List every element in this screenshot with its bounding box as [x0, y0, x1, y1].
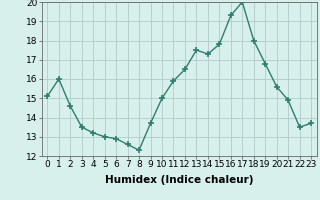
X-axis label: Humidex (Indice chaleur): Humidex (Indice chaleur) [105, 175, 253, 185]
